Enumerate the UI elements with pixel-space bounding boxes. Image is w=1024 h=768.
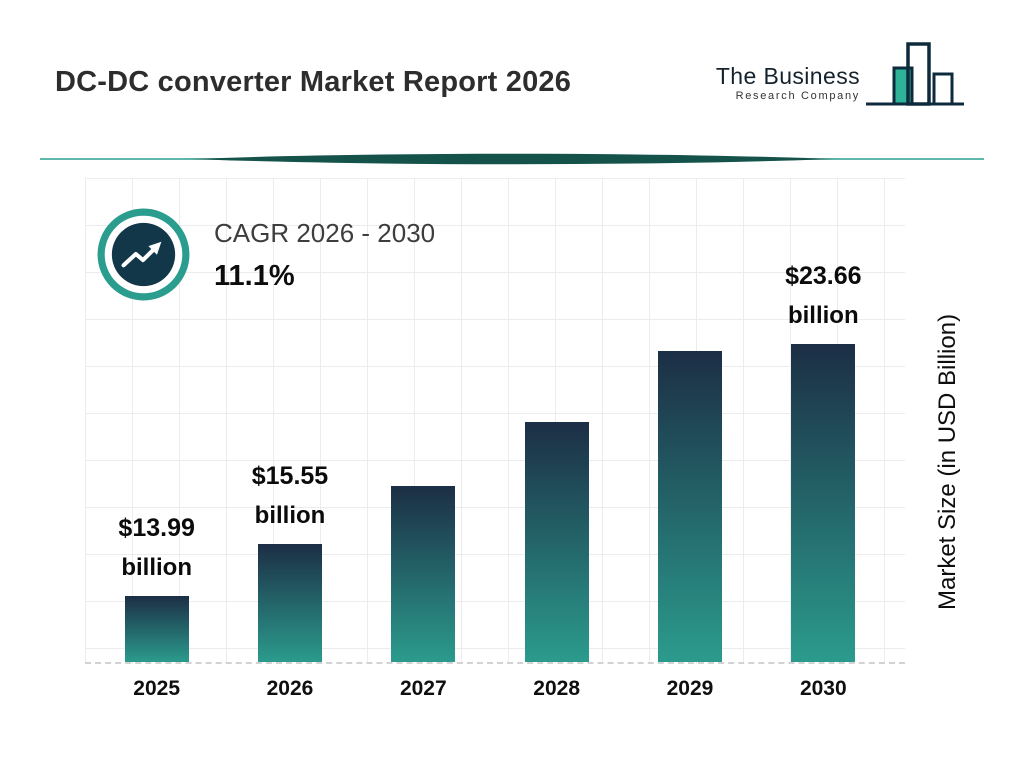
cagr-block: CAGR 2026 - 2030 11.1% xyxy=(95,206,435,308)
logo-bar-chart-icon xyxy=(864,40,968,127)
trend-up-icon xyxy=(95,206,192,308)
x-axis-label: 2028 xyxy=(533,677,580,700)
logo-text: The Business Research Company xyxy=(716,64,860,102)
cagr-label: CAGR 2026 - 2030 xyxy=(214,218,436,248)
bar xyxy=(657,351,722,662)
cagr-value: 11.1% xyxy=(214,260,295,292)
bar-group: 2027 xyxy=(357,262,490,700)
bar-group: 2029 xyxy=(623,262,756,700)
logo-text-line2: Research Company xyxy=(735,90,860,103)
x-axis-label: 2027 xyxy=(399,677,447,700)
page-title: DC-DC converter Market Report 2026 xyxy=(55,66,572,98)
bar xyxy=(391,486,456,662)
x-axis-label: 2025 xyxy=(133,677,181,700)
x-axis-label: 2029 xyxy=(666,677,714,700)
bar-group: $23.66 billion 2030 xyxy=(757,262,890,700)
bars-row: $13.99 billion 2025 $15.55 billion 2026 2027 20… xyxy=(90,262,890,700)
bar xyxy=(524,422,589,662)
bar-value-label: $15.55 billion xyxy=(251,462,329,529)
y-axis-label: Market Size (in USD Billion) xyxy=(934,313,961,611)
bar xyxy=(257,544,322,662)
bar xyxy=(124,596,189,662)
chart-plot-area xyxy=(85,178,905,664)
bar-value-label: $13.99 billion xyxy=(118,514,195,581)
bar-value-label: $23.66 billion xyxy=(785,262,862,329)
bar-group: $13.99 billion 2025 xyxy=(90,262,223,700)
divider xyxy=(0,150,1024,168)
bar-group: 2028 xyxy=(490,262,623,700)
cagr-text: CAGR 2026 - 2030 11.1% xyxy=(214,206,435,293)
logo-text-line1: The Business xyxy=(715,63,860,89)
logo: The Business Research Company xyxy=(716,40,968,127)
bar xyxy=(791,344,856,662)
x-axis-label: 2030 xyxy=(799,677,847,700)
bar-group: $15.55 billion 2026 xyxy=(223,262,356,700)
x-axis-label: 2026 xyxy=(266,677,314,700)
